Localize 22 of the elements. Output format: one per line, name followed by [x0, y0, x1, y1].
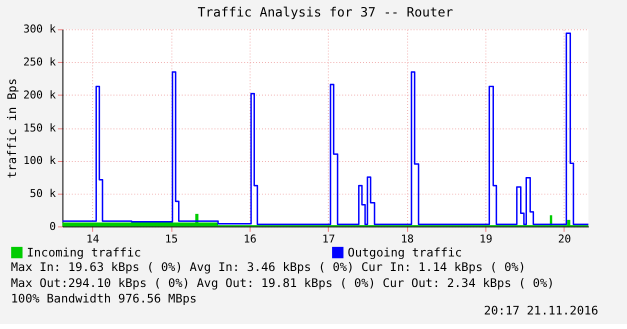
- text: Max In: 19.63 kBps ( 0%) Avg In: 3.46 kBps ( 0%) Cur In: 1.14 kBps ( 0%): [10, 260, 526, 274]
- y-tick-label: 250 k: [23, 56, 56, 69]
- x-tick-label: 20: [558, 232, 572, 246]
- y-tick-label: 100 k: [23, 154, 56, 168]
- y-tick-label: 300 k: [23, 22, 56, 36]
- y-tick-label: 50 k: [30, 187, 56, 200]
- chart-title: Traffic Analysis for 37 -- Router: [198, 5, 454, 20]
- text: 20:17 21.11.2016: [484, 304, 598, 318]
- x-tick-label: 15: [164, 232, 178, 246]
- text: Max Out:294.10 kBps ( 0%) Avg Out: 19.81 kBps ( 0%) Cur Out: 2.34 kBps ( 0%): [10, 276, 554, 290]
- x-tick-label: 14: [86, 232, 100, 246]
- text: 100% Bandwidth 976.56 MBps: [10, 292, 197, 306]
- x-tick-label: 19: [479, 232, 492, 246]
- legend-label: Outgoing traffic: [348, 245, 462, 260]
- legend-label: Incoming traffic: [26, 245, 142, 260]
- x-tick-label: 18: [400, 232, 414, 246]
- x-tick-label: 17: [322, 232, 336, 246]
- y-axis-title: traffic in Bps: [5, 78, 20, 178]
- y-tick-label: 200 k: [23, 88, 56, 102]
- y-tick-label: 0: [49, 220, 56, 233]
- x-tick-label: 16: [243, 232, 257, 246]
- y-tick-label: 150 k: [23, 121, 56, 134]
